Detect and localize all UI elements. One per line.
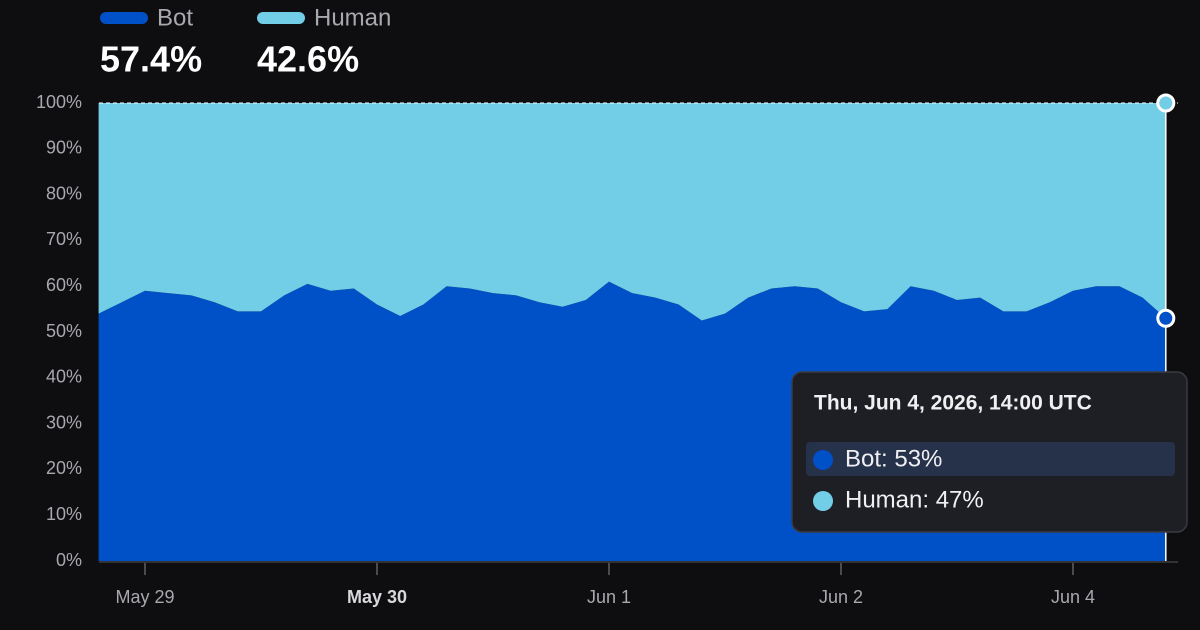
x-tick-label: Jun 2 <box>819 587 863 607</box>
x-tick-label: Jun 4 <box>1051 587 1095 607</box>
x-tick-label: May 30 <box>347 587 407 607</box>
tooltip-title: Thu, Jun 4, 2026, 14:00 UTC <box>814 392 1092 415</box>
y-tick-label: 90% <box>46 138 82 158</box>
x-tick-label: Jun 1 <box>587 587 631 607</box>
legend-swatch <box>257 12 305 24</box>
y-tick-label: 100% <box>36 92 82 112</box>
y-tick-label: 60% <box>46 275 82 295</box>
area <box>98 103 1166 321</box>
y-tick-label: 70% <box>46 229 82 249</box>
y-tick-label: 20% <box>46 458 82 478</box>
y-tick-label: 0% <box>56 550 82 570</box>
y-tick-label: 80% <box>46 183 82 203</box>
cursor-dot <box>1156 93 1176 113</box>
tooltip-swatch <box>813 450 833 470</box>
legend-label: Human <box>314 4 391 31</box>
y-tick-label: 10% <box>46 504 82 524</box>
y-tick-label: 30% <box>46 412 82 432</box>
legend-value: 57.4% <box>100 39 202 80</box>
tooltip: Thu, Jun 4, 2026, 14:00 UTC Bot: 53% Human… <box>791 371 1188 533</box>
y-tick-label: 40% <box>46 367 82 387</box>
y-tick-label: 50% <box>46 321 82 341</box>
cursor-dot <box>1156 308 1176 328</box>
x-tick-label: May 29 <box>115 587 174 607</box>
tooltip-swatch <box>813 491 833 511</box>
legend-label: Bot <box>157 4 193 31</box>
tooltip-highlight <box>806 442 1175 476</box>
legend-swatch <box>100 12 148 24</box>
legend-value: 42.6% <box>257 39 359 80</box>
tooltip-row: Bot: 53% <box>845 445 942 472</box>
tooltip-row: Human: 47% <box>845 486 984 513</box>
